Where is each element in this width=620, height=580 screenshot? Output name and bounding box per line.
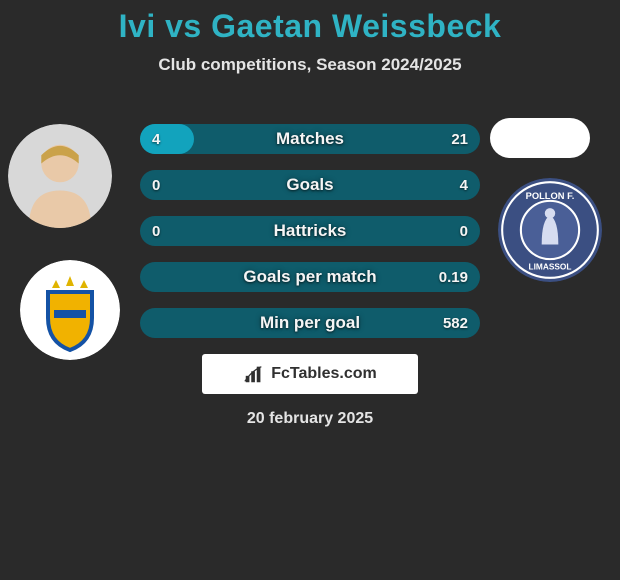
- player-left-avatar: [8, 124, 112, 228]
- svg-text:POLLON F.: POLLON F.: [526, 191, 575, 201]
- stat-bar-label: Goals per match: [140, 262, 480, 292]
- svg-text:LIMASSOL: LIMASSOL: [529, 262, 572, 272]
- bar-chart-icon: [243, 363, 265, 385]
- stat-bar-label: Goals: [140, 170, 480, 200]
- stat-bar-row: 421Matches: [140, 124, 480, 154]
- brand-label: FcTables.com: [271, 365, 377, 383]
- page-subtitle: Club competitions, Season 2024/2025: [0, 55, 620, 75]
- shield-icon: [20, 260, 120, 360]
- brand-badge: FcTables.com: [202, 354, 418, 394]
- stat-bar-row: 00Hattricks: [140, 216, 480, 246]
- club-right-crest: POLLON F. LIMASSOL: [498, 178, 602, 282]
- person-icon: [8, 124, 112, 228]
- stat-bar-label: Min per goal: [140, 308, 480, 338]
- player-right-band: [490, 118, 590, 158]
- stat-bars: 421Matches 04Goals 00Hattricks 0.19Goals pe…: [140, 124, 480, 354]
- stat-bar-row: 04Goals: [140, 170, 480, 200]
- stat-bar-label: Matches: [140, 124, 480, 154]
- club-badge-icon: POLLON F. LIMASSOL: [498, 178, 602, 282]
- stat-bar-row: 0.19Goals per match: [140, 262, 480, 292]
- page-title: Ivi vs Gaetan Weissbeck: [0, 0, 620, 45]
- date-label: 20 february 2025: [0, 410, 620, 428]
- stat-bar-row: 582Min per goal: [140, 308, 480, 338]
- stat-bar-label: Hattricks: [140, 216, 480, 246]
- club-left-crest: [20, 260, 120, 360]
